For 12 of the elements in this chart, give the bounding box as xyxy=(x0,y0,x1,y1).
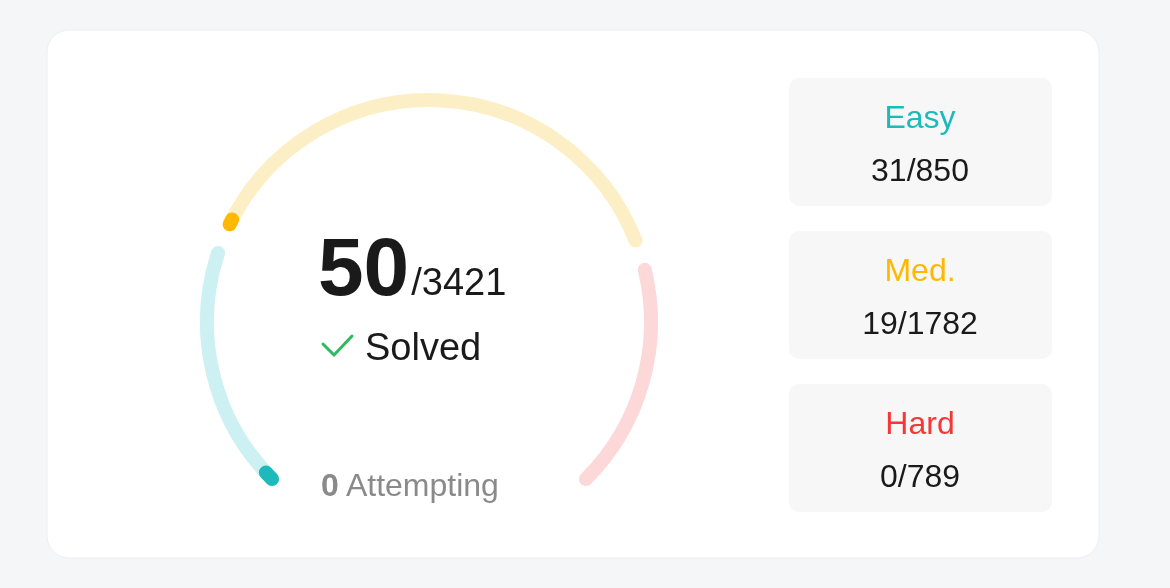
text: 0 Attempting xyxy=(321,467,499,503)
data-label: /850 xyxy=(906,152,969,188)
data-label: /1782 xyxy=(897,305,978,341)
data-label: 19 xyxy=(862,305,898,341)
category-label: Easy xyxy=(884,99,956,135)
data-label: 0 xyxy=(879,458,898,494)
category-label: Med. xyxy=(884,252,956,288)
data-label: /789 xyxy=(897,458,961,494)
text: Solved xyxy=(365,326,482,368)
category-label: Hard xyxy=(885,405,955,441)
text: 50/3421 xyxy=(318,221,507,312)
data-label: 31 xyxy=(871,152,907,188)
